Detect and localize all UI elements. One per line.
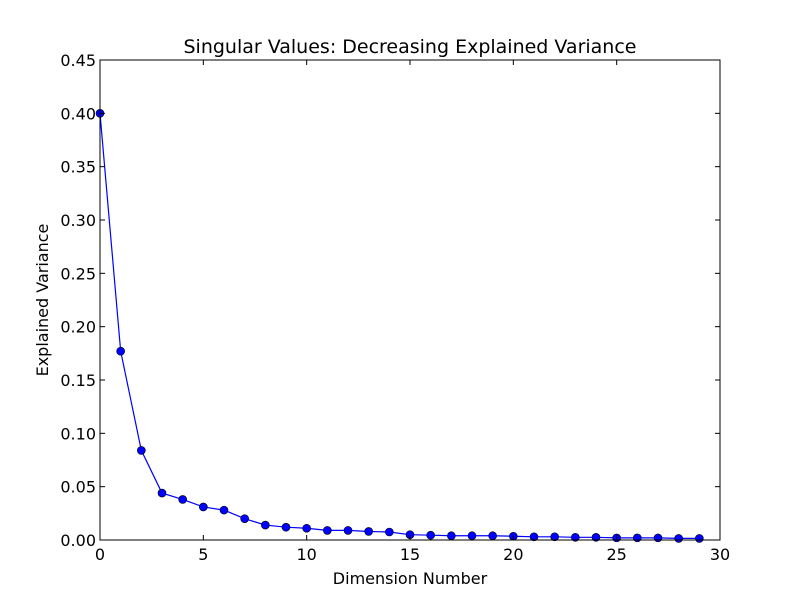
data-point — [674, 534, 683, 543]
data-point — [653, 533, 663, 543]
data-point — [364, 527, 373, 536]
y-tick-label: 0.05 — [60, 478, 96, 497]
plot-area — [95, 109, 704, 543]
data-point — [240, 514, 249, 523]
data-point — [178, 495, 187, 504]
data-point — [323, 526, 332, 535]
data-point — [137, 446, 146, 455]
y-axis: 0.00 0.05 0.10 0.15 0.20 0.25 0.30 0.35 0.40 0.45 — [60, 51, 720, 550]
y-tick-label: 0.10 — [60, 424, 96, 443]
series-line — [99, 113, 700, 540]
x-tick-label: 10 — [296, 545, 316, 564]
data-point — [550, 532, 559, 542]
data-point — [219, 505, 229, 515]
data-point — [157, 488, 167, 498]
data-point — [426, 530, 435, 540]
data-point — [261, 520, 270, 530]
data-point — [467, 531, 477, 541]
y-tick-label: 0.40 — [60, 104, 96, 123]
data-point — [116, 346, 125, 356]
x-tick-label: 30 — [710, 545, 730, 564]
y-tick-label: 0.15 — [60, 371, 96, 390]
data-point — [281, 522, 291, 532]
data-point — [343, 526, 353, 535]
data-point — [385, 527, 394, 537]
chart-title: Singular Values: Decreasing Explained Va… — [183, 36, 636, 58]
data-point — [571, 533, 580, 542]
data-point — [591, 533, 601, 542]
y-tick-label: 0.25 — [60, 264, 96, 283]
data-point — [529, 532, 539, 542]
x-tick-label: 0 — [95, 545, 105, 564]
x-tick-label: 5 — [198, 545, 208, 564]
y-tick-label: 0.45 — [60, 51, 96, 70]
y-axis-label: Explained Variance — [33, 224, 52, 377]
data-point — [488, 531, 497, 541]
data-point — [199, 502, 208, 512]
data-point — [695, 534, 704, 543]
y-tick-label: 0.35 — [60, 158, 96, 177]
data-point — [633, 533, 642, 543]
x-axis: 0 5 10 15 20 25 30 — [95, 60, 730, 564]
y-tick-label: 0.20 — [60, 318, 96, 337]
data-point — [447, 531, 456, 541]
x-tick-label: 15 — [400, 545, 420, 564]
x-tick-label: 25 — [606, 545, 626, 564]
data-point — [302, 523, 311, 533]
x-tick-label: 20 — [503, 545, 523, 564]
plot-frame — [99, 59, 721, 541]
y-tick-label: 0.30 — [60, 211, 96, 230]
x-axis-label: Dimension Number — [333, 569, 488, 588]
y-tick-label: 0.00 — [60, 531, 96, 550]
